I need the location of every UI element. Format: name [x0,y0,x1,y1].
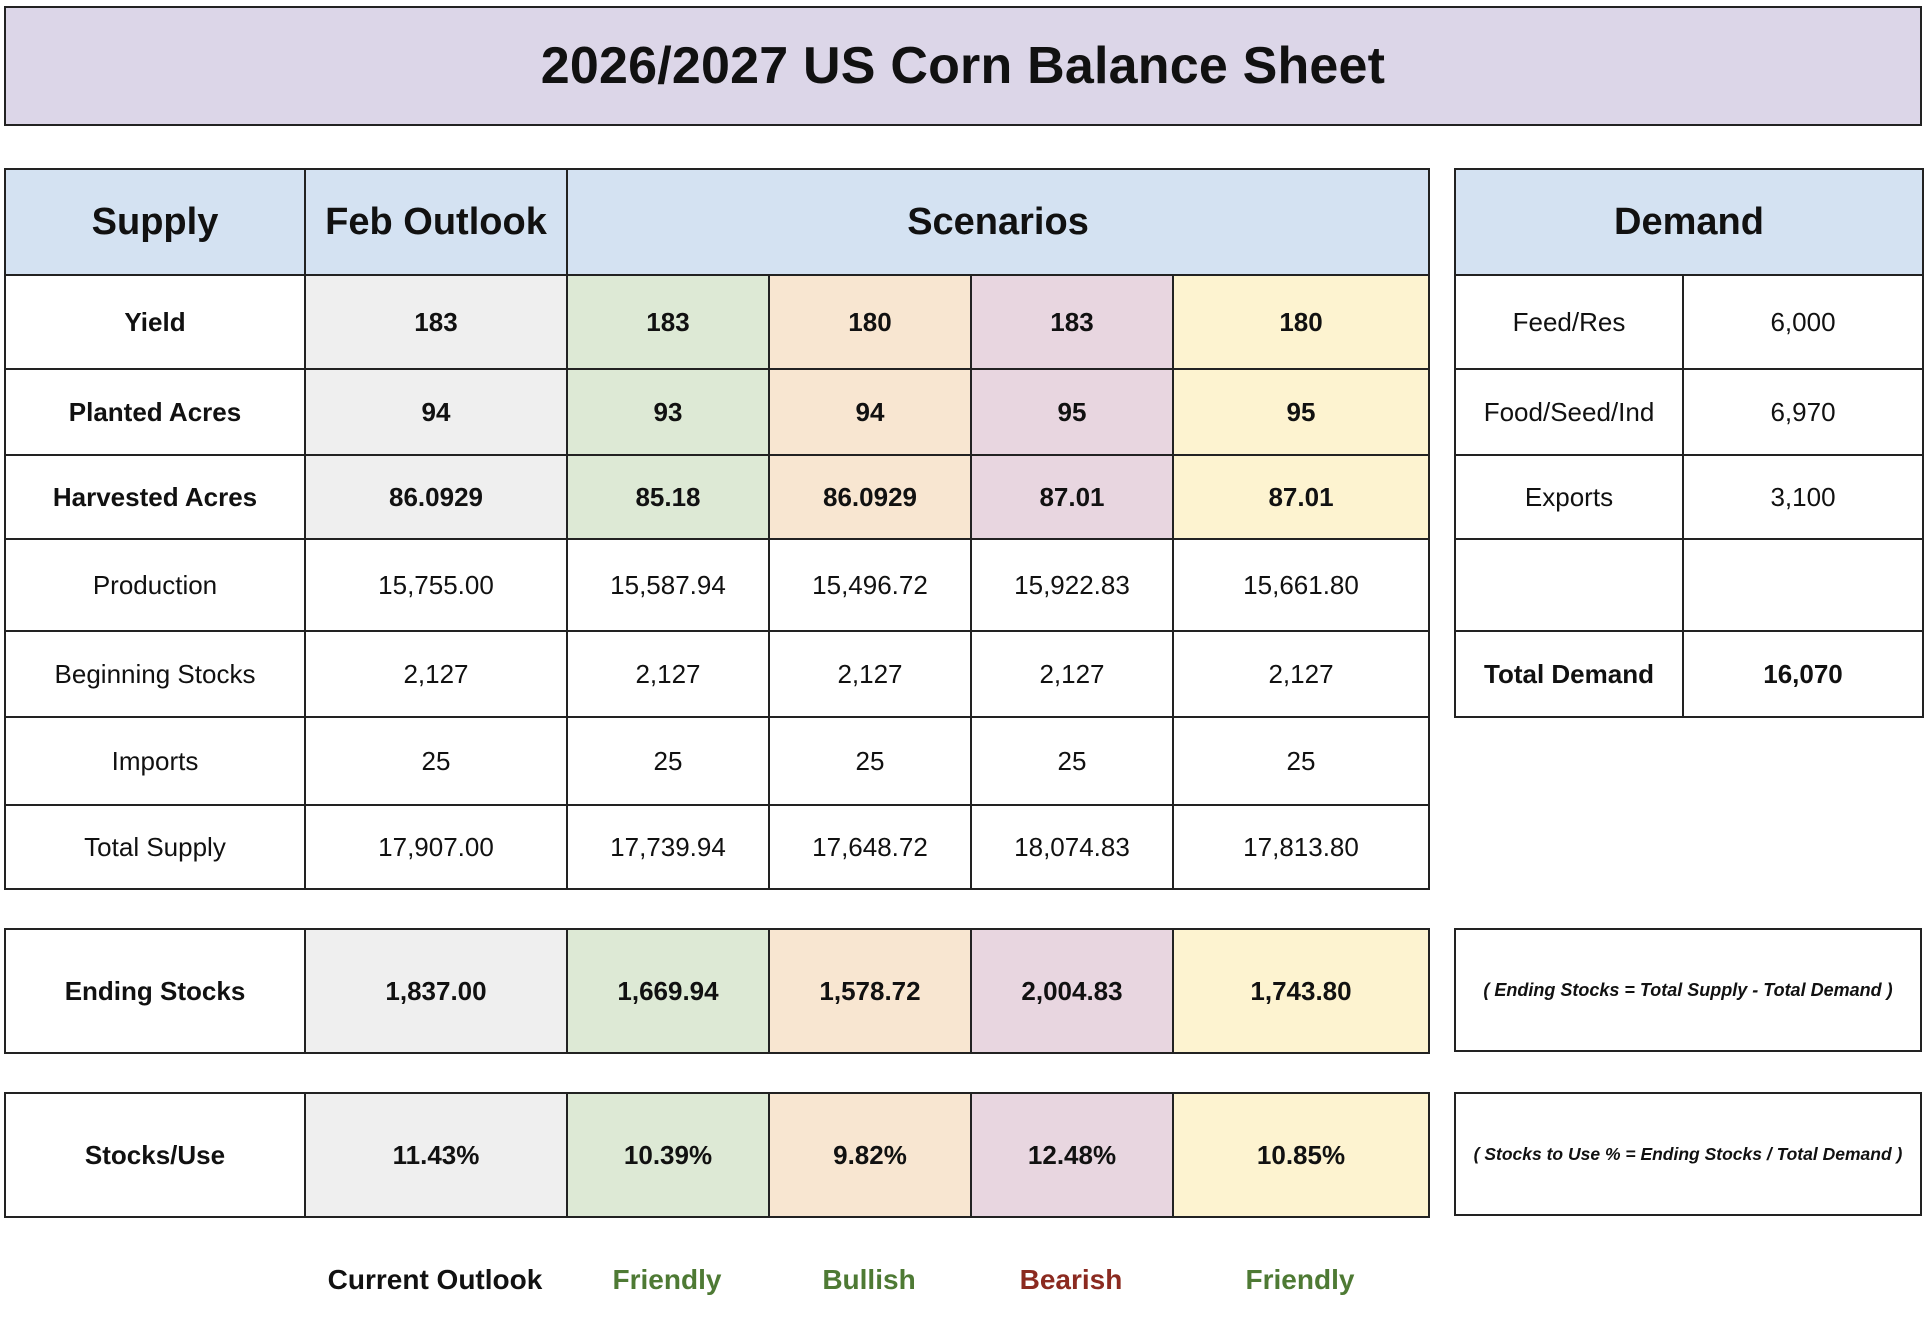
supply-cell-scenario-4: 25 [1171,716,1431,806]
supply-row-label: Production [4,538,306,632]
supply-cell-scenario-1: 183 [566,274,770,370]
supply-cell-scenario-1: 17,739.94 [566,804,770,890]
stocks-use-feb: 11.43% [304,1092,568,1218]
supply-row-label: Harvested Acres [4,454,306,540]
demand-row-value: 16,070 [1681,630,1925,718]
supply-cell-scenario-1: 15,587.94 [566,538,770,632]
supply-row-label: Yield [4,274,306,370]
supply-row: Beginning Stocks 2,127 2,127 2,127 2,127 2,12… [4,630,1431,718]
page-title: 2026/2027 US Corn Balance Sheet [540,37,1386,95]
ending-stocks-table: Ending Stocks 1,837.00 1,669.94 1,578.72… [4,928,1430,1054]
supply-cell-feb: 15,755.00 [304,538,568,632]
supply-cell-feb: 183 [304,274,568,370]
supply-cell-feb: 17,907.00 [304,804,568,890]
supply-header-row: Supply Feb Outlook Scenarios [4,168,1431,276]
stocks-use-scenario-1: 10.39% [566,1092,770,1218]
stocks-use-scenario-2: 9.82% [768,1092,972,1218]
demand-row-value: 3,100 [1681,454,1925,540]
feb-outlook-header: Feb Outlook [304,168,568,276]
supply-row-label: Total Supply [4,804,306,890]
stocks-use-scenario-3: 12.48% [970,1092,1174,1218]
scenario-label-4: Friendly [1245,1264,1355,1295]
stocks-use-row: Stocks/Use 11.43% 10.39% 9.82% 12.48% 10… [4,1092,1430,1218]
demand-row-label: Food/Seed/Ind [1454,368,1684,456]
supply-cell-scenario-1: 25 [566,716,770,806]
scenarios-header: Scenarios [565,168,1431,276]
supply-table: Supply Feb Outlook Scenarios Yield 183 183… [4,168,1431,890]
supply-cell-scenario-3: 18,074.83 [970,804,1174,890]
supply-row: Harvested Acres 86.0929 85.18 86.0929 87.01 8… [4,454,1431,540]
supply-cell-scenario-3: 183 [970,274,1174,370]
demand-body: Feed/Res 6,000 Food/Seed/Ind 6,970 Exports 3,… [1454,274,1925,718]
supply-body: Yield 183 183 180 183 180 Planted Acres 94 93 94 9… [4,274,1431,890]
ending-stocks-scenario-1: 1,669.94 [566,928,770,1054]
stocks-use-scenario-4: 10.85% [1172,1092,1430,1218]
supply-cell-scenario-4: 180 [1171,274,1431,370]
supply-cell-scenario-2: 25 [768,716,972,806]
ending-stocks-formula: ( Ending Stocks = Total Supply - Total D… [1454,928,1922,1052]
demand-row-label [1454,538,1684,632]
supply-cell-scenario-3: 15,922.83 [970,538,1174,632]
supply-cell-scenario-1: 93 [566,368,770,456]
ending-stocks-row: Ending Stocks 1,837.00 1,669.94 1,578.72… [4,928,1430,1054]
ending-stocks-scenario-2: 1,578.72 [768,928,972,1054]
supply-row: Imports 25 25 25 25 25 [4,716,1431,806]
supply-cell-scenario-2: 17,648.72 [768,804,972,890]
supply-row: Planted Acres 94 93 94 95 95 [4,368,1431,456]
scenario-label-current-outlook: Current Outlook [327,1264,543,1295]
stocks-use-label: Stocks/Use [4,1092,306,1218]
ending-stocks-feb: 1,837.00 [304,928,568,1054]
supply-cell-scenario-4: 87.01 [1171,454,1431,540]
supply-cell-scenario-2: 15,496.72 [768,538,972,632]
ending-stocks-scenario-3: 2,004.83 [970,928,1174,1054]
supply-cell-scenario-2: 180 [768,274,972,370]
scenario-label-1: Friendly [612,1264,722,1295]
supply-cell-scenario-2: 86.0929 [768,454,972,540]
supply-row: Yield 183 183 180 183 180 [4,274,1431,370]
supply-cell-scenario-1: 2,127 [566,630,770,718]
demand-header-row: Demand [1453,168,1925,276]
supply-cell-scenario-3: 87.01 [970,454,1174,540]
supply-cell-scenario-2: 94 [768,368,972,456]
supply-header: Supply [4,168,306,276]
supply-cell-scenario-3: 95 [970,368,1174,456]
supply-row-label: Planted Acres [4,368,306,456]
supply-cell-scenario-1: 85.18 [566,454,770,540]
demand-row: Exports 3,100 [1454,454,1925,540]
supply-cell-scenario-3: 25 [970,716,1174,806]
supply-cell-scenario-4: 15,661.80 [1171,538,1431,632]
ending-stocks-scenario-4: 1,743.80 [1172,928,1430,1054]
supply-cell-scenario-2: 2,127 [768,630,972,718]
demand-row-value: 6,970 [1681,368,1925,456]
supply-cell-feb: 94 [304,368,568,456]
supply-cell-scenario-3: 2,127 [970,630,1174,718]
demand-row [1454,538,1925,632]
supply-row: Production 15,755.00 15,587.94 15,496.72 15,… [4,538,1431,632]
scenario-label-3: Bearish [1019,1264,1123,1295]
supply-cell-scenario-4: 17,813.80 [1171,804,1431,890]
supply-cell-scenario-4: 95 [1171,368,1431,456]
supply-row-label: Beginning Stocks [4,630,306,718]
supply-cell-feb: 86.0929 [304,454,568,540]
ending-stocks-label: Ending Stocks [4,928,306,1054]
demand-row-label: Exports [1454,454,1684,540]
supply-cell-feb: 25 [304,716,568,806]
supply-cell-feb: 2,127 [304,630,568,718]
stocks-use-table: Stocks/Use 11.43% 10.39% 9.82% 12.48% 10… [4,1092,1430,1218]
demand-row: Total Demand 16,070 [1454,630,1925,718]
demand-row-value: 6,000 [1681,274,1925,370]
supply-cell-scenario-4: 2,127 [1171,630,1431,718]
supply-row-label: Imports [4,716,306,806]
demand-header: Demand [1453,168,1925,276]
demand-table: Demand Feed/Res 6,000 Food/Seed/Ind 6,970 Ex… [1453,168,1925,718]
demand-row-label: Feed/Res [1454,274,1684,370]
scenario-label-2: Bullish [822,1264,916,1295]
demand-row-value [1681,538,1925,632]
demand-row: Food/Seed/Ind 6,970 [1454,368,1925,456]
title-bar: 2026/2027 US Corn Balance Sheet [4,6,1922,126]
stocks-use-formula: ( Stocks to Use % = Ending Stocks / Tota… [1454,1092,1922,1216]
demand-row: Feed/Res 6,000 [1454,274,1925,370]
demand-row-label: Total Demand [1454,630,1684,718]
supply-row: Total Supply 17,907.00 17,739.94 17,648.72 1… [4,804,1431,890]
